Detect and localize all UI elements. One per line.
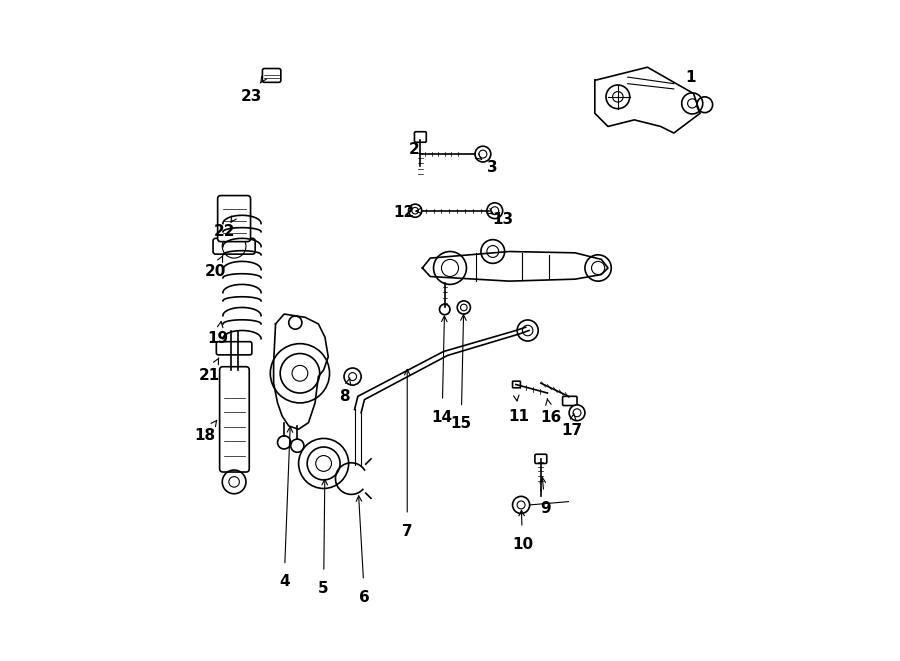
Text: 4: 4 [279, 574, 290, 590]
Circle shape [344, 368, 361, 385]
Circle shape [512, 496, 529, 514]
Text: 15: 15 [451, 416, 472, 432]
Circle shape [299, 438, 348, 488]
Text: 7: 7 [402, 524, 412, 539]
Text: 16: 16 [540, 410, 562, 425]
Text: 3: 3 [488, 160, 498, 175]
Text: 23: 23 [240, 89, 262, 104]
Text: 14: 14 [431, 410, 453, 425]
Text: 21: 21 [199, 368, 220, 383]
FancyBboxPatch shape [216, 342, 252, 355]
Text: 18: 18 [194, 428, 216, 444]
Text: 1: 1 [685, 69, 696, 85]
Circle shape [487, 203, 503, 219]
Circle shape [439, 304, 450, 315]
FancyBboxPatch shape [263, 69, 281, 83]
Text: 9: 9 [540, 501, 551, 516]
Text: 17: 17 [562, 423, 582, 438]
FancyBboxPatch shape [218, 196, 250, 242]
Text: 8: 8 [339, 389, 350, 404]
Circle shape [409, 204, 422, 217]
Text: 5: 5 [319, 581, 328, 596]
FancyBboxPatch shape [512, 381, 520, 388]
Text: 22: 22 [214, 224, 236, 239]
Text: 12: 12 [393, 204, 415, 219]
Circle shape [475, 146, 491, 162]
FancyBboxPatch shape [220, 367, 249, 472]
FancyBboxPatch shape [415, 132, 427, 142]
Circle shape [457, 301, 471, 314]
FancyBboxPatch shape [213, 239, 256, 254]
FancyBboxPatch shape [535, 454, 547, 463]
Text: 10: 10 [512, 537, 533, 552]
Text: 13: 13 [492, 212, 513, 227]
FancyBboxPatch shape [562, 397, 577, 406]
Text: 19: 19 [208, 331, 229, 346]
Circle shape [569, 405, 585, 420]
Text: 11: 11 [508, 408, 529, 424]
Text: 2: 2 [409, 142, 419, 157]
Text: 6: 6 [359, 590, 370, 605]
Text: 20: 20 [204, 264, 226, 279]
